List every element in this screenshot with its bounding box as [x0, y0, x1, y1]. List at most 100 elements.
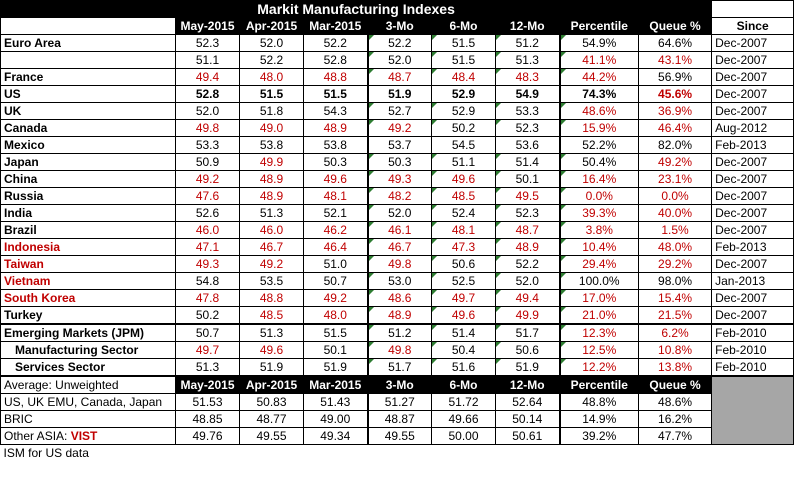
- table-row: Turkey 50.2 48.5 48.0 48.9 49.6 49.9 21.0% 21.5%…: [0, 306, 795, 325]
- since-cell: Dec-2007: [711, 102, 795, 120]
- average-value-cell: 50.14: [495, 410, 561, 428]
- value-cell: 52.3: [175, 34, 240, 52]
- average-value-cell: 16.2%: [637, 410, 713, 428]
- row-label: Mexico: [0, 136, 176, 154]
- value-cell: 49.9: [495, 306, 561, 325]
- value-cell: 54.8: [175, 272, 240, 290]
- average-value-cell: 14.9%: [559, 410, 639, 428]
- value-cell: 49.2%: [637, 153, 713, 171]
- value-cell: 48.0: [303, 306, 369, 325]
- value-cell: 49.2: [303, 289, 369, 307]
- average-label-suffix: VIST: [70, 429, 98, 443]
- emerging-row: Manufacturing Sector 49.7 49.6 50.1 49.8 50.4…: [0, 341, 795, 359]
- value-cell: 51.4: [431, 323, 496, 342]
- average-label-text: BRIC: [4, 412, 33, 426]
- value-cell: 36.9%: [637, 102, 713, 120]
- value-cell: 52.2: [495, 255, 561, 273]
- row-label: Japan: [0, 153, 176, 171]
- table-row: Mexico 53.3 53.8 53.8 53.7 54.5 53.6 52.2% 82.0%…: [0, 136, 795, 154]
- table-row: Japan 50.9 49.9 50.3 50.3 51.1 51.4 50.4% 49.2% D…: [0, 153, 795, 171]
- value-cell: 49.8: [367, 255, 432, 273]
- row-label: Russia: [0, 187, 176, 205]
- value-cell: 49.2: [367, 119, 432, 137]
- value-cell: 48.9: [239, 187, 304, 205]
- value-cell: 51.3: [175, 358, 240, 377]
- average-value-cell: 49.55: [367, 427, 432, 445]
- value-cell: 46.4: [303, 238, 369, 256]
- value-cell: 46.4%: [637, 119, 713, 137]
- since-cell: Feb-2010: [711, 323, 795, 342]
- average-label-text: Other ASIA:: [4, 429, 71, 443]
- value-cell: 50.7: [303, 272, 369, 290]
- average-row-label: Other ASIA: VIST: [0, 427, 176, 445]
- value-cell: 44.2%: [559, 68, 639, 86]
- value-cell: 49.6: [431, 170, 496, 188]
- average-value-cell: 49.55: [239, 427, 304, 445]
- since-cell: Dec-2007: [711, 153, 795, 171]
- average-value-cell: 51.53: [175, 393, 240, 411]
- average-row: BRIC 48.85 48.77 49.00 48.87 49.66 50.14 14.9% 1…: [0, 410, 794, 428]
- table-row: India 52.6 51.3 52.1 52.0 52.4 52.3 39.3% 40.0% D…: [0, 204, 795, 222]
- table-row: Russia 47.6 48.9 48.1 48.2 48.5 49.5 0.0% 0.0% De…: [0, 187, 795, 205]
- value-cell: 82.0%: [637, 136, 713, 154]
- since-cell: Feb-2013: [711, 136, 795, 154]
- col-header: Apr-2015: [239, 17, 304, 35]
- value-cell: 46.7: [239, 238, 304, 256]
- table-row: Euro Area 52.3 52.0 52.2 52.2 51.5 51.2 54.9% 64…: [0, 34, 795, 52]
- value-cell: 23.1%: [637, 170, 713, 188]
- value-cell: 54.9%: [559, 34, 639, 52]
- value-cell: 43.1%: [637, 51, 713, 69]
- value-cell: 29.2%: [637, 255, 713, 273]
- avg-col-header: Mar-2015: [303, 375, 369, 394]
- avg-col-header: Apr-2015: [239, 375, 304, 394]
- value-cell: 39.3%: [559, 204, 639, 222]
- value-cell: 53.8: [303, 136, 369, 154]
- value-cell: 52.1: [303, 204, 369, 222]
- title-row: Markit Manufacturing Indexes: [0, 0, 795, 18]
- row-label: Manufacturing Sector: [0, 341, 176, 359]
- value-cell: 21.5%: [637, 306, 713, 325]
- value-cell: 53.6: [495, 136, 561, 154]
- since-cell: Dec-2007: [711, 170, 795, 188]
- value-cell: 49.4: [175, 68, 240, 86]
- value-cell: 29.4%: [559, 255, 639, 273]
- value-cell: 74.3%: [559, 85, 639, 103]
- value-cell: 54.5: [431, 136, 496, 154]
- value-cell: 52.0: [367, 51, 432, 69]
- row-label: Canada: [0, 119, 176, 137]
- average-value-cell: 48.87: [367, 410, 432, 428]
- value-cell: 48.6: [367, 289, 432, 307]
- value-cell: 47.1: [175, 238, 240, 256]
- value-cell: 15.4%: [637, 289, 713, 307]
- table-row: Vietnam 54.8 53.5 50.7 53.0 52.5 52.0 100.0% 98.…: [0, 272, 795, 290]
- average-row-label: US, UK EMU, Canada, Japan: [0, 393, 176, 411]
- value-cell: 50.3: [303, 153, 369, 171]
- value-cell: 48.9: [367, 306, 432, 325]
- table-title: Markit Manufacturing Indexes: [0, 0, 713, 18]
- table-row: UK 52.0 51.8 54.3 52.7 52.9 53.3 48.6% 36.9% Dec-…: [0, 102, 795, 120]
- value-cell: 52.0: [239, 34, 304, 52]
- value-cell: 51.5: [431, 51, 496, 69]
- value-cell: 52.3: [495, 119, 561, 137]
- value-cell: 48.4: [431, 68, 496, 86]
- since-cell: Feb-2010: [711, 358, 795, 377]
- row-label: US: [0, 85, 176, 103]
- average-rows: Average: Unweighted May-2015 Apr-2015 Ma…: [0, 375, 795, 445]
- value-cell: 49.0: [239, 119, 304, 137]
- row-label: France: [0, 68, 176, 86]
- value-cell: 21.0%: [559, 306, 639, 325]
- value-cell: 50.6: [495, 341, 561, 359]
- value-cell: 49.7: [431, 289, 496, 307]
- average-value-cell: 51.27: [367, 393, 432, 411]
- avg-col-header: May-2015: [175, 375, 240, 394]
- average-value-cell: 51.43: [303, 393, 369, 411]
- average-row-label: BRIC: [0, 410, 176, 428]
- value-cell: 46.1: [367, 221, 432, 239]
- value-cell: 10.8%: [637, 341, 713, 359]
- value-cell: 52.2%: [559, 136, 639, 154]
- value-cell: 48.9: [303, 119, 369, 137]
- row-label: UK: [0, 102, 176, 120]
- value-cell: 52.8: [175, 85, 240, 103]
- value-cell: 16.4%: [559, 170, 639, 188]
- value-cell: 47.8: [175, 289, 240, 307]
